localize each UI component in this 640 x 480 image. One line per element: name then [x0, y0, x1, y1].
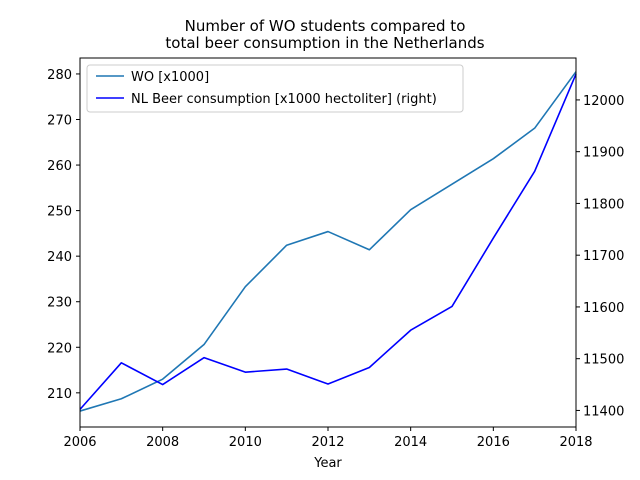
x-axis: 2006 2008 2010 2012 2014 2016 2018 — [63, 427, 593, 450]
chart-title-line: Number of WO students compared to — [185, 17, 466, 35]
x-tick-label: 2016 — [477, 435, 510, 450]
x-tick-label: 2018 — [559, 435, 592, 450]
legend-box — [86, 64, 464, 113]
y-left-tick-label: 230 — [47, 296, 72, 311]
series-line-1 — [79, 71, 577, 412]
legend: WO [x1000] NL Beer consumption [x1000 hec… — [86, 64, 464, 113]
y-axis-right: 11400 11500 11600 11700 11800 11900 12000 — [576, 94, 624, 419]
x-tick-label: 2006 — [63, 435, 96, 450]
y-right-tick-label: 11400 — [583, 404, 624, 419]
y-right-tick-label: 12000 — [583, 94, 624, 109]
chart-title-line: total beer consumption in the Netherland… — [165, 34, 484, 52]
y-left-tick-label: 260 — [47, 159, 72, 174]
y-right-tick-label: 11600 — [583, 301, 624, 316]
legend-label: WO [x1000] — [131, 70, 209, 85]
x-tick-label: 2014 — [394, 435, 427, 450]
y-right-tick-label: 11700 — [583, 249, 624, 264]
y-left-tick-label: 280 — [47, 68, 72, 83]
y-right-tick-label: 11800 — [583, 197, 624, 212]
y-right-tick-label: 11500 — [583, 353, 624, 368]
series-lines — [79, 71, 577, 412]
x-tick-label: 2012 — [311, 435, 344, 450]
plot-area — [79, 57, 577, 428]
legend-label: NL Beer consumption [x1000 hectoliter] (… — [131, 92, 437, 107]
y-left-tick-label: 210 — [47, 387, 72, 402]
y-left-tick-label: 240 — [47, 250, 72, 265]
x-tick-label: 2008 — [146, 435, 179, 450]
y-right-tick-label: 11900 — [583, 146, 624, 161]
x-axis-label: Year — [313, 456, 342, 471]
y-left-tick-label: 250 — [47, 205, 72, 220]
series-line-2 — [79, 73, 577, 410]
y-left-tick-label: 220 — [47, 341, 72, 356]
y-left-tick-label: 270 — [47, 114, 72, 129]
x-tick-label: 2010 — [229, 435, 262, 450]
y-axis-left: 210 220 230 240 250 260 270 280 — [47, 68, 80, 402]
